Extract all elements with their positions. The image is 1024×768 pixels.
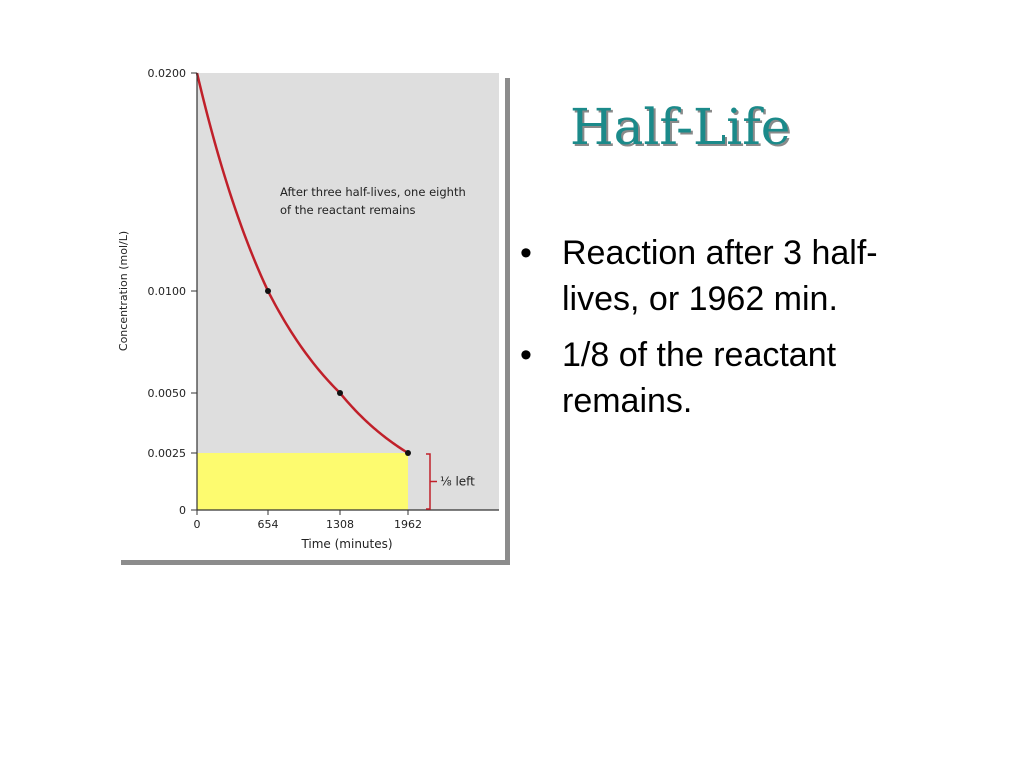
plot-area [197,73,499,510]
x-tick-label: 1962 [394,518,422,531]
slide-title: Half-Life [570,98,791,156]
bullet-item: • Reaction after 3 half-lives, or 1962 m… [520,230,920,322]
bracket-label: ⅛ left [440,475,475,489]
y-tick-label: 0.0050 [148,387,187,400]
x-tick-label: 1308 [326,518,354,531]
x-tick-label: 0 [194,518,201,531]
bullet-dot-icon: • [520,234,532,272]
y-tick-label: 0 [179,504,186,517]
bullet-text: Reaction after 3 half-lives, or 1962 min… [562,234,878,318]
remaining-fraction-region [197,453,408,510]
y-tick-label: 0.0025 [148,447,187,460]
one-eighth-bracket [426,453,437,510]
y-tick-label: 0.0200 [148,67,187,80]
y-axis-title: Concentration (mol/L) [117,231,130,351]
data-point [405,450,411,456]
x-tick-label: 654 [258,518,279,531]
data-point [337,390,343,396]
bullet-item: • 1/8 of the reactant remains. [520,332,920,424]
y-tick-label: 0.0100 [148,285,187,298]
decay-curve [195,72,409,455]
bullet-dot-icon: • [520,336,532,374]
annotation-line-2: of the reactant remains [280,203,415,217]
annotation-line-1: After three half-lives, one eighth [280,185,466,199]
data-point [265,288,271,294]
bullet-list: • Reaction after 3 half-lives, or 1962 m… [520,230,920,434]
x-axis-title: Time (minutes) [300,537,392,551]
bullet-text: 1/8 of the reactant remains. [562,336,837,420]
half-life-chart: 0 654 1308 1962 0 0.0025 0.0050 0.0100 0.0200 Af… [116,67,510,565]
